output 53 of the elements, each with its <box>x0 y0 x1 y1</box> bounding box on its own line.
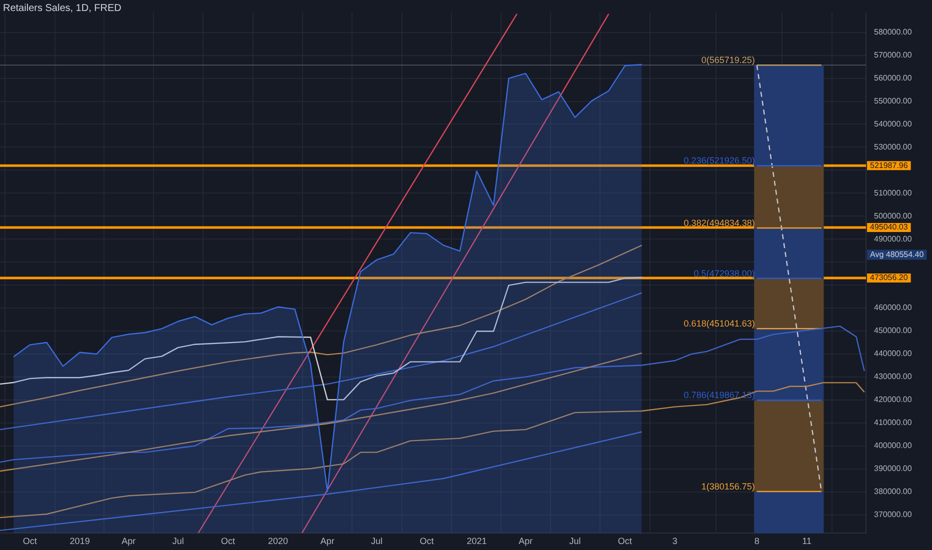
x-tick-label: Jul <box>172 536 184 546</box>
y-tick-label: 490000.00 <box>874 234 912 244</box>
y-tick-label: 440000.00 <box>874 349 912 358</box>
x-tick-label: Apr <box>320 536 334 546</box>
y-tick-label: 500000.00 <box>874 211 912 220</box>
annotation: 0.618(451041.63) <box>684 318 755 329</box>
y-tick-label: 540000.00 <box>874 119 912 128</box>
annotation: 0.382(494834.38) <box>684 218 755 228</box>
x-tick-label: Oct <box>22 536 38 546</box>
annotation: 0(565719.25) <box>701 55 755 66</box>
ref-line-label: 495040.03 <box>870 222 908 232</box>
x-tick-label: 2021 <box>466 536 487 546</box>
bar <box>754 328 824 401</box>
y-tick-label: 370000.00 <box>874 510 912 520</box>
y-tick-label: 580000.00 <box>874 28 912 37</box>
text: Avg 480554.40 <box>870 250 924 259</box>
bar <box>754 165 824 228</box>
x-tick-label: 2020 <box>268 536 288 546</box>
y-tick-label: 400000.00 <box>874 441 912 450</box>
bar <box>754 64 824 166</box>
x-tick-label: 2019 <box>70 536 90 546</box>
x-tick-label: 11 <box>802 536 812 546</box>
x-tick-label: 8 <box>754 536 760 546</box>
bar <box>754 400 824 492</box>
x-tick-label: Oct <box>420 536 434 546</box>
annotation: 1(380156.75) <box>701 481 755 492</box>
bar <box>754 228 824 279</box>
x-tick-label: Jul <box>371 536 383 546</box>
x-tick-label: Oct <box>221 536 236 546</box>
y-tick-label: 390000.00 <box>874 464 912 474</box>
x-tick-label: Oct <box>618 536 632 546</box>
y-tick-label: 560000.00 <box>874 73 912 82</box>
x-tick-label: Jul <box>569 536 581 546</box>
x-tick-label: 3 <box>672 536 678 546</box>
y-tick-label: 450000.00 <box>874 326 912 336</box>
annotation: 0.236(521926.50) <box>684 156 755 166</box>
ref-line-label: 521987.96 <box>870 160 908 170</box>
chart-title: Retailers Sales, 1D, FRED <box>3 3 122 14</box>
y-tick-label: 410000.00 <box>874 418 912 428</box>
y-tick-label: 430000.00 <box>874 372 912 382</box>
y-tick-label: 380000.00 <box>874 487 912 496</box>
x-tick-label: Apr <box>122 536 136 546</box>
y-tick-label: 510000.00 <box>874 188 912 198</box>
annotation: 0.5(472938.00) <box>694 268 755 278</box>
y-tick-label: 550000.00 <box>874 96 912 106</box>
bar <box>754 491 824 534</box>
bar <box>754 278 824 329</box>
y-tick-label: 420000.00 <box>874 395 912 404</box>
y-tick-label: 530000.00 <box>874 142 912 152</box>
x-tick-label: Apr <box>518 536 533 546</box>
y-tick-label: 570000.00 <box>874 50 912 60</box>
ref-line-label: 473056.20 <box>870 273 908 282</box>
y-tick-label: 460000.00 <box>874 303 912 312</box>
